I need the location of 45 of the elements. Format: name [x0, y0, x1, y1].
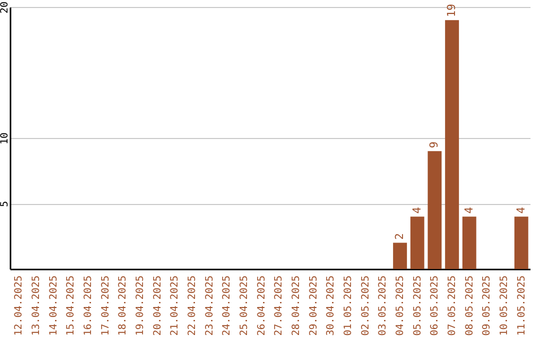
- x-tick-label: 08.05.2025: [464, 276, 476, 336]
- x-tick-label: 06.05.2025: [430, 276, 441, 336]
- x-tick-label: 28.04.2025: [291, 276, 302, 336]
- data-label: 9: [428, 141, 441, 148]
- x-tick-label: 23.04.2025: [204, 276, 216, 336]
- y-tick-label: 10: [0, 132, 10, 145]
- bar: [410, 216, 424, 269]
- bar: [428, 151, 442, 269]
- y-tick-label: 5: [0, 200, 10, 208]
- x-tick-label: 24.04.2025: [222, 276, 233, 336]
- x-tick-label: 04.05.2025: [395, 276, 406, 336]
- x-tick-label: 26.04.2025: [256, 276, 268, 336]
- x-tick-label: 12.04.2025: [14, 276, 25, 336]
- data-label: 19: [445, 4, 458, 18]
- x-tick-label: 10.05.2025: [499, 276, 510, 336]
- x-tick-label: 17.04.2025: [100, 276, 112, 336]
- x-tick-label: 30.04.2025: [326, 276, 337, 336]
- x-tick-label: 21.04.2025: [170, 276, 181, 336]
- bar: [445, 20, 459, 269]
- x-tick-label: 20.04.2025: [152, 276, 164, 336]
- x-tick-label: 03.05.2025: [378, 276, 389, 336]
- data-label: 4: [462, 206, 476, 214]
- x-tick-label: 11.05.2025: [516, 276, 528, 336]
- x-tick-label: 16.04.2025: [83, 276, 94, 336]
- x-tick-label: 05.05.2025: [412, 276, 424, 336]
- x-tick-label: 29.04.2025: [308, 276, 320, 336]
- x-tick-label: 15.04.2025: [66, 276, 77, 336]
- data-label: 2: [393, 233, 406, 240]
- x-tick-label: 01.05.2025: [343, 276, 354, 336]
- x-tick-label: 19.04.2025: [135, 276, 146, 336]
- data-label: 4: [410, 206, 424, 214]
- x-tick-label: 14.04.2025: [48, 276, 60, 336]
- x-tick-label: 27.04.2025: [274, 276, 285, 336]
- x-tick-label: 13.04.2025: [31, 276, 42, 336]
- bar: [462, 216, 476, 269]
- x-tick-label: 18.04.2025: [118, 276, 129, 336]
- x-tick-label: 09.05.2025: [482, 276, 493, 336]
- x-tick-label: 22.04.2025: [187, 276, 198, 336]
- x-tick-label: 25.04.2025: [239, 276, 250, 336]
- data-label: 4: [514, 206, 528, 214]
- y-tick-label: 20: [0, 1, 10, 14]
- x-tick-label: 02.05.2025: [360, 276, 372, 336]
- bar: [514, 216, 528, 269]
- x-tick-label: 07.05.2025: [447, 276, 458, 336]
- bar: [393, 242, 407, 269]
